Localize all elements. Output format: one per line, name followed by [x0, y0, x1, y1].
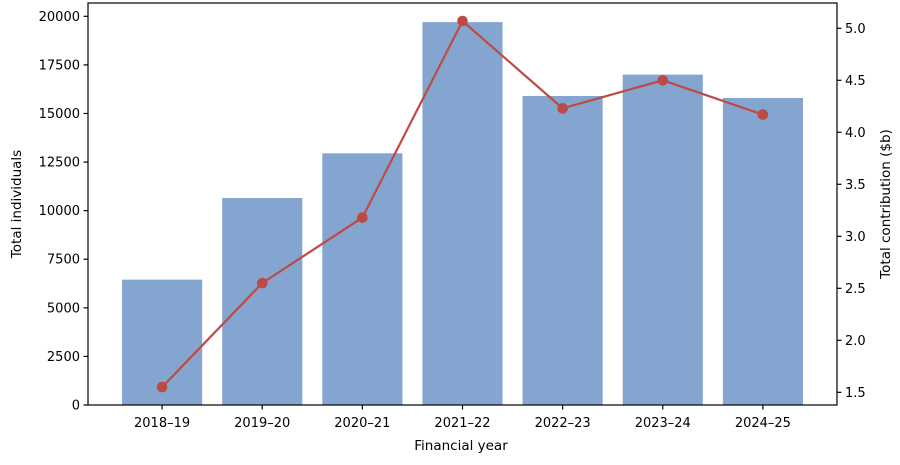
- bar-2020–21: [322, 153, 403, 405]
- y-right-tick-label: 1.5: [845, 386, 866, 401]
- bar-2024–25: [722, 97, 803, 405]
- y-left-tick-label: 2500: [47, 350, 80, 365]
- y-right-tick-label: 5.0: [845, 22, 866, 37]
- y-right-tick-label: 3.0: [845, 230, 866, 245]
- y-right-tick-label: 4.0: [845, 126, 866, 141]
- y-left-tick-label: 12500: [39, 156, 80, 171]
- bar-2022–23: [522, 95, 603, 406]
- y-left-tick-label: 0: [72, 399, 80, 414]
- y-axis-left-title: Total individuals: [9, 149, 25, 259]
- line-marker-2021–22: [457, 15, 468, 27]
- x-axis-title: Financial year: [414, 438, 508, 454]
- x-tick-label: 2024–25: [735, 416, 791, 431]
- y-right-tick-label: 4.5: [845, 74, 866, 89]
- y-right-tick-label: 3.5: [845, 178, 866, 193]
- y-left-tick-label: 5000: [47, 301, 80, 316]
- line-marker-2024–25: [757, 109, 769, 120]
- x-tick-label: 2023–24: [635, 416, 691, 431]
- x-tick-label: 2018–19: [134, 416, 190, 431]
- bar-2021–22: [422, 22, 503, 405]
- x-tick-label: 2022–23: [535, 416, 591, 431]
- line-marker-2022–23: [557, 103, 568, 114]
- line-marker-2020–21: [357, 212, 368, 223]
- y-left-tick-label: 15000: [39, 107, 80, 122]
- bar-2019–20: [222, 198, 303, 405]
- x-tick-label: 2021–22: [434, 416, 490, 431]
- y-axis-right-title: Total contribution ($b): [878, 129, 894, 279]
- line-marker-2018–19: [156, 381, 168, 393]
- bar-2023–24: [622, 74, 703, 406]
- x-tick-label: 2019–20: [234, 416, 290, 431]
- y-left-tick-label: 20000: [39, 10, 80, 25]
- x-tick-label: 2020–21: [334, 416, 390, 431]
- line-marker-2023–24: [657, 74, 669, 86]
- y-left-tick-label: 7500: [47, 253, 80, 268]
- y-left-tick-label: 17500: [39, 58, 80, 73]
- line-marker-2019–20: [256, 277, 268, 289]
- y-right-tick-label: 2.0: [845, 334, 866, 349]
- y-left-tick-label: 10000: [39, 204, 80, 219]
- y-right-tick-label: 2.5: [845, 282, 866, 297]
